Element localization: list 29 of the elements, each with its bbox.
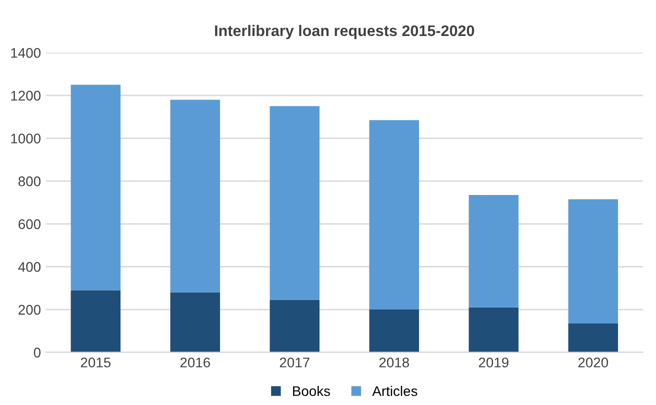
y-tick-label: 800	[18, 176, 41, 186]
legend-label: Books	[293, 386, 330, 396]
bar	[170, 292, 220, 352]
bar	[270, 300, 320, 352]
y-tick-label: 1200	[11, 90, 41, 101]
x-tick-label: 2019	[478, 358, 508, 368]
y-tick-label: 1400	[11, 48, 41, 58]
legend-label: Articles	[372, 386, 418, 396]
bar	[70, 84, 121, 290]
y-tick-label: 1000	[11, 134, 41, 144]
x-tick-label: 2018	[379, 358, 409, 368]
bar	[270, 106, 320, 300]
bar	[568, 323, 618, 352]
x-tick-label: 2020	[578, 358, 608, 368]
y-tick-label: 600	[18, 219, 41, 230]
bar	[369, 120, 420, 310]
y-tick-label: 0	[34, 348, 41, 358]
y-tick-label: 400	[18, 262, 41, 272]
y-tick-label: 200	[18, 304, 41, 315]
x-tick-label: 2017	[280, 358, 310, 368]
bar	[369, 310, 420, 352]
chart-title: Interlibrary loan requests 2015-2020	[215, 24, 474, 40]
bar	[468, 195, 519, 308]
bar	[70, 290, 121, 352]
x-tick-label: 2015	[80, 358, 111, 368]
x-tick-label: 2016	[180, 358, 210, 368]
bar	[468, 307, 519, 352]
bar	[568, 199, 618, 324]
bar	[170, 100, 220, 292]
